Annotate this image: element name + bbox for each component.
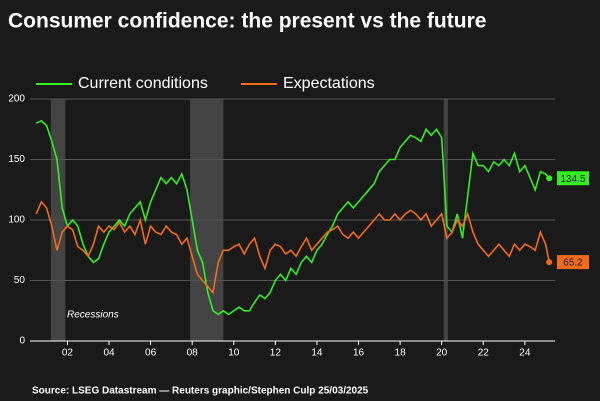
end-label: 134.5 (560, 174, 585, 185)
x-tick-label: 16 (353, 348, 365, 359)
x-tick-label: 04 (103, 348, 115, 359)
x-tick-label: 06 (145, 348, 157, 359)
chart-title: Consumer confidence: the present vs the … (8, 10, 486, 33)
series-line (35, 200, 550, 295)
y-tick-label: 100 (8, 215, 25, 226)
series-line (35, 119, 550, 316)
end-label-box (557, 171, 589, 186)
legend-label: Current conditions (78, 75, 208, 92)
x-tick-label: 20 (436, 348, 448, 359)
x-tick-label: 22 (478, 348, 490, 359)
x-tick-label: 14 (311, 348, 323, 359)
end-label-box (557, 255, 589, 270)
legend-label: Expectations (283, 75, 375, 92)
x-tick-label: 18 (395, 348, 407, 359)
x-tick-label: 12 (270, 348, 282, 359)
x-tick-label: 02 (62, 348, 74, 359)
x-tick-label: 08 (187, 348, 199, 359)
y-tick-label: 200 (8, 94, 25, 105)
end-label: 65.2 (563, 258, 583, 269)
end-marker (546, 259, 553, 266)
source: Source: LSEG Datastream — Reuters graphi… (32, 386, 369, 397)
x-tick-label: 24 (519, 348, 531, 359)
y-tick-label: 50 (14, 275, 26, 286)
y-tick-label: 150 (8, 154, 25, 165)
x-tick-label: 10 (228, 348, 240, 359)
recession-label: Recessions (67, 310, 119, 321)
end-marker (546, 175, 553, 182)
y-tick-label: 0 (19, 336, 25, 347)
